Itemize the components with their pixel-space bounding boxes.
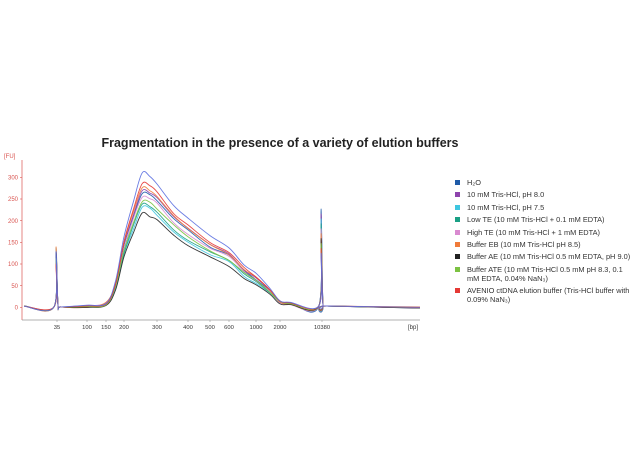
y-tick-label: 150 [8, 241, 19, 247]
traces [23, 171, 421, 313]
trace-7 [23, 199, 421, 311]
x-tick-label: 35 [54, 325, 60, 331]
legend-swatch [455, 288, 460, 294]
legend-item: H₂O [455, 178, 635, 187]
x-tick-label: 2000 [274, 325, 287, 331]
legend-swatch [455, 266, 460, 272]
legend-label: H₂O [467, 178, 481, 187]
x-tick-label: 200 [119, 325, 129, 331]
trace-2 [23, 205, 421, 312]
x-tick-label: 300 [152, 325, 162, 331]
legend-label: 10 mM Tris-HCl, pH 8.0 [467, 190, 545, 200]
y-tick-label: 0 [15, 306, 19, 312]
x-tick-label: 1000 [250, 325, 263, 331]
legend: H₂O 10 mM Tris-HCl, pH 8.0 10 mM Tris-HCl,… [455, 178, 635, 308]
legend-label: Buffer AE (10 mM Tris-HCl 0.5 mM EDTA, p… [467, 252, 631, 262]
legend-item: 10 mM Tris-HCl, pH 8.0 [455, 190, 635, 199]
legend-swatch [455, 217, 460, 223]
legend-item: Buffer EB (10 mM Tris-HCl pH 8.5) [455, 240, 635, 249]
x-tick-label: 100 [82, 325, 92, 331]
legend-label: Low TE (10 mM Tris-HCl + 0.1 mM EDTA) [467, 215, 605, 225]
legend-swatch [455, 180, 460, 185]
legend-item: Buffer ATE (10 mM Tris-HCl 0.5 mM pH 8.3… [455, 265, 635, 283]
legend-label: Buffer EB (10 mM Tris-HCl pH 8.5) [467, 239, 581, 249]
legend-item: Buffer AE (10 mM Tris-HCl 0.5 mM EDTA, p… [455, 252, 635, 261]
legend-swatch [455, 192, 460, 198]
y-tick-label: 250 [8, 197, 19, 203]
legend-item: AVENIO ctDNA elution buffer (Tris-HCl bu… [455, 286, 635, 304]
y-tick-label: 100 [8, 262, 19, 268]
legend-item: 10 mM Tris-HCl, pH 7.5 [455, 203, 635, 212]
x-tick-label: 400 [183, 325, 193, 331]
trace-0 [23, 191, 421, 313]
legend-label: High TE (10 mM Tris-HCl + 1 mM EDTA) [467, 227, 600, 237]
legend-swatch [455, 229, 460, 235]
x-tick-label: 150 [101, 325, 111, 331]
legend-item: Low TE (10 mM Tris-HCl + 0.1 mM EDTA) [455, 215, 635, 224]
trace-9 [23, 171, 421, 312]
y-tick-label: 50 [11, 284, 18, 290]
y-tick-label: 300 [8, 176, 19, 182]
x-axis-label: [bp] [408, 325, 418, 331]
legend-swatch [455, 241, 460, 247]
y-tick-label: 200 [8, 219, 19, 225]
axes: 0 50 100 150 200 250 300 [FU] 35 100 150 200 300 400 5… [4, 154, 420, 331]
legend-swatch [455, 254, 460, 260]
legend-label: Buffer ATE (10 mM Tris-HCl 0.5 mM pH 8.3… [467, 264, 623, 283]
legend-label: AVENIO ctDNA elution buffer (Tris-HCl bu… [467, 286, 630, 305]
legend-swatch [455, 204, 460, 210]
trace-6 [23, 211, 421, 312]
y-axis-label: [FU] [4, 154, 16, 160]
x-tick-label: 600 [224, 325, 234, 331]
x-tick-label: 500 [205, 325, 215, 331]
x-tick-label: 10380 [314, 325, 330, 331]
legend-label: 10 mM Tris-HCl, pH 7.5 [467, 202, 545, 212]
chart-title: Fragmentation in the presence of a varie… [101, 136, 459, 150]
legend-item: High TE (10 mM Tris-HCl + 1 mM EDTA) [455, 228, 635, 237]
trace-4 [23, 195, 421, 312]
trace-8 [23, 181, 421, 311]
